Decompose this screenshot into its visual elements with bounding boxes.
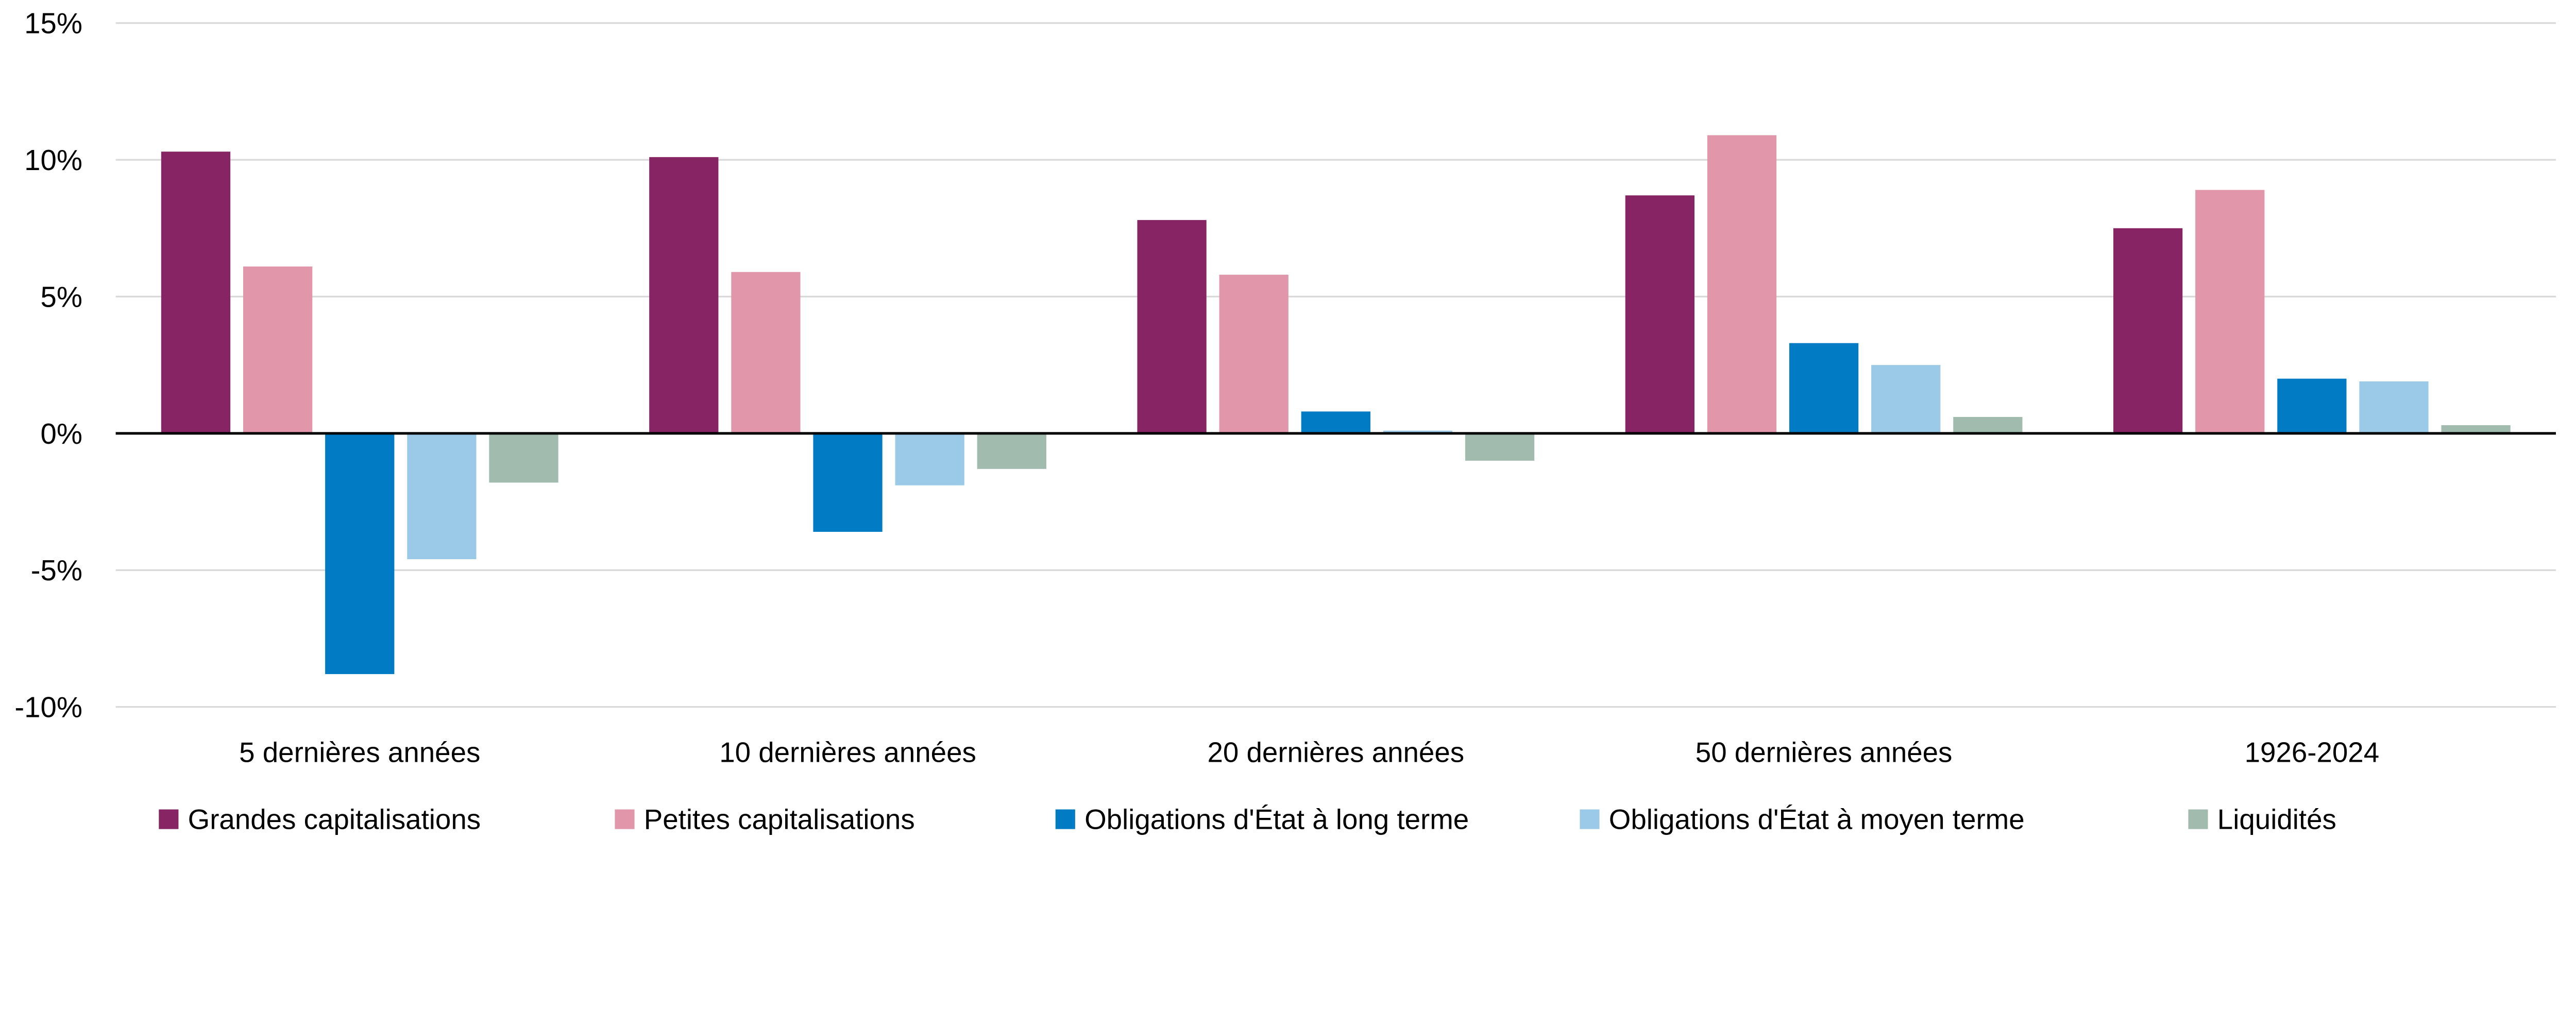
gridlines [115, 22, 2556, 708]
legend-label: Obligations d'État à long terme [1084, 803, 1469, 835]
bar [161, 152, 231, 433]
bar [649, 157, 719, 433]
x-category-label: 5 dernières années [239, 736, 480, 768]
bar [2277, 378, 2347, 433]
x-category-label: 20 dernières années [1207, 736, 1464, 768]
x-category-label: 1926-2024 [2245, 736, 2380, 768]
bar [1789, 343, 1859, 433]
bar [2113, 228, 2183, 433]
y-tick-label: 15% [24, 7, 82, 40]
y-tick-label: -10% [14, 691, 82, 724]
legend-label: Petites capitalisations [644, 803, 915, 835]
bar [731, 272, 801, 433]
bar [489, 433, 558, 483]
legend-label: Grandes capitalisations [188, 803, 481, 835]
bar [1707, 135, 1777, 433]
bar [2441, 425, 2511, 433]
bar [2195, 190, 2265, 433]
y-tick-label: 5% [41, 280, 82, 313]
y-tick-label: 0% [41, 417, 82, 450]
bar [1953, 417, 2023, 433]
bar [977, 433, 1046, 469]
bar [813, 433, 883, 532]
legend-swatch [615, 809, 635, 829]
legend-swatch [1055, 809, 1075, 829]
bars [161, 135, 2511, 674]
bar [1137, 220, 1207, 433]
x-category-label: 50 dernières années [1696, 736, 1953, 768]
x-axis-category-labels: 5 dernières années 10 dernières années 20 … [239, 736, 2379, 768]
y-tick-label: 10% [24, 144, 82, 176]
bar [1219, 275, 1289, 433]
legend-swatch [159, 809, 179, 829]
bar [1625, 195, 1694, 433]
legend-label: Obligations d'État à moyen terme [1609, 803, 2025, 835]
bar [895, 433, 964, 485]
bar [1871, 365, 1941, 433]
bar [243, 266, 313, 433]
bar [325, 433, 395, 674]
bar [2359, 381, 2429, 433]
y-tick-label: -5% [31, 554, 82, 587]
legend: Grandes capitalisations Petites capitalis… [159, 803, 2336, 835]
bar [407, 433, 477, 560]
legend-swatch [1580, 809, 1600, 829]
bar-chart: -10% -5% 0% 5% 10% 15% 5 dernières années 10 d… [14, 7, 2556, 835]
bar [1465, 433, 1535, 461]
bar [1383, 430, 1453, 433]
bar [1301, 411, 1370, 433]
y-axis-tick-labels: -10% -5% 0% 5% 10% 15% [14, 7, 82, 724]
legend-label: Liquidités [2217, 803, 2336, 835]
legend-swatch [2188, 809, 2208, 829]
x-category-label: 10 dernières années [719, 736, 976, 768]
